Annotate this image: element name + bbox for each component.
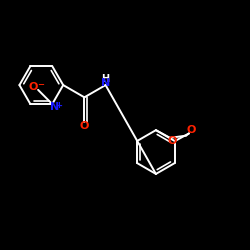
Text: O: O: [186, 125, 196, 135]
Text: +: +: [56, 100, 62, 110]
Text: O: O: [80, 122, 89, 132]
Text: −: −: [37, 80, 44, 89]
Text: O: O: [168, 136, 177, 146]
Text: H: H: [102, 74, 110, 84]
Text: O: O: [29, 82, 38, 92]
Text: N: N: [50, 102, 59, 112]
Text: N: N: [101, 78, 110, 88]
